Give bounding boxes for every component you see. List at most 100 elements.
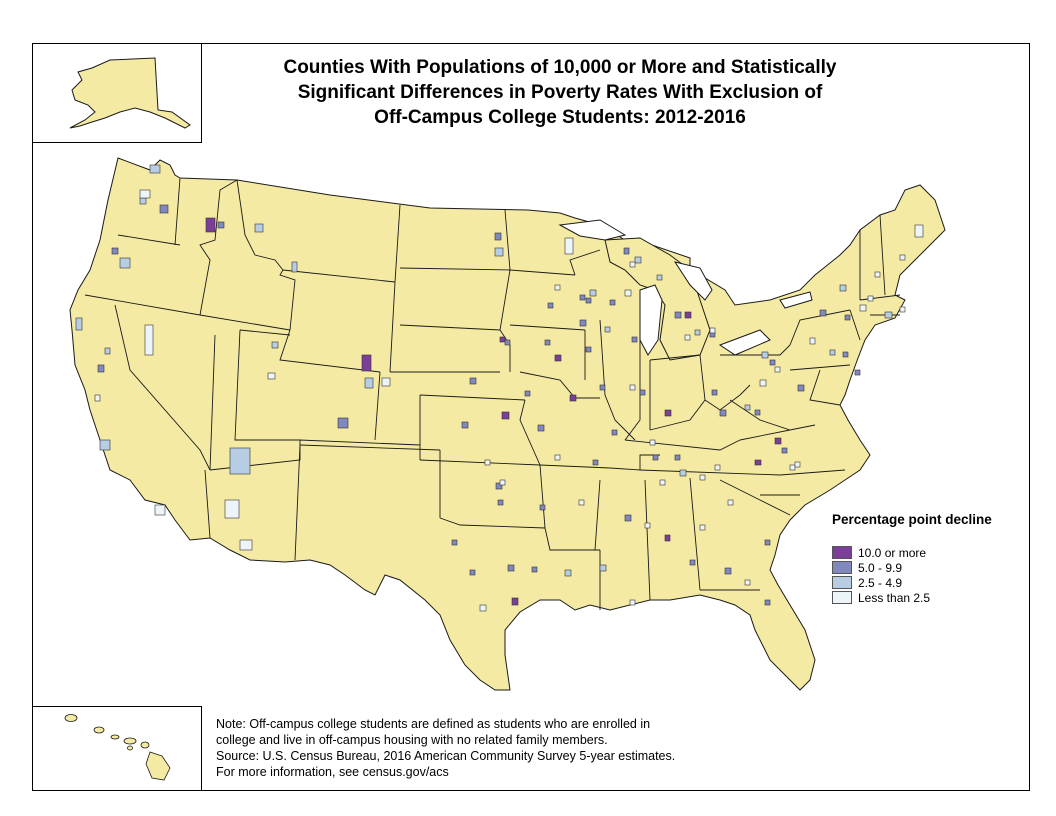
county-marker <box>499 336 506 343</box>
county-marker <box>714 464 721 471</box>
county-marker <box>139 197 147 205</box>
county-marker <box>699 524 706 531</box>
county-marker <box>629 261 636 268</box>
hawaii-islands <box>64 714 171 781</box>
county-marker <box>829 349 836 356</box>
county-marker <box>497 499 504 506</box>
county-marker <box>537 424 545 432</box>
county-marker <box>111 247 119 255</box>
note-line-1: Note: Off-campus college students are de… <box>216 717 651 731</box>
title-line-2: Significant Differences in Poverty Rates… <box>297 82 823 103</box>
county-marker <box>634 256 642 264</box>
county-marker <box>564 569 572 577</box>
county-marker <box>684 311 692 319</box>
county-marker <box>624 514 632 522</box>
county-marker <box>609 299 616 306</box>
county-marker <box>75 317 83 331</box>
county-marker <box>229 447 251 475</box>
county-marker <box>119 257 131 269</box>
county-marker <box>149 164 161 174</box>
county-marker <box>754 409 761 416</box>
county-marker <box>899 306 906 313</box>
county-marker <box>479 604 487 612</box>
legend-label: Less than 2.5 <box>858 590 931 605</box>
county-marker <box>554 354 562 362</box>
county-marker <box>914 224 924 238</box>
county-marker <box>469 569 476 576</box>
county-marker <box>154 504 166 516</box>
county-marker <box>585 297 592 304</box>
county-marker <box>217 221 225 229</box>
county-marker <box>159 204 169 214</box>
county-marker <box>664 534 671 542</box>
county-marker <box>689 559 696 566</box>
county-marker <box>484 459 491 466</box>
county-marker <box>337 417 349 429</box>
county-marker <box>719 409 727 417</box>
hawaii-inset <box>32 706 202 791</box>
county-marker <box>495 482 503 490</box>
county-marker <box>554 284 561 291</box>
county-marker <box>624 289 632 297</box>
county-marker <box>531 566 538 573</box>
county-marker <box>579 294 586 301</box>
county-marker <box>504 339 511 346</box>
notes: Note: Off-campus college students are de… <box>216 716 816 780</box>
county-marker <box>494 232 502 241</box>
county-marker <box>611 429 618 436</box>
legend-item-10-plus: 10.0 or more <box>832 545 1032 560</box>
legend-swatch <box>832 546 852 559</box>
legend: Percentage point decline 10.0 or more 5.… <box>832 512 1032 605</box>
county-marker <box>727 499 734 506</box>
county-marker <box>744 579 751 586</box>
county-marker <box>99 439 111 451</box>
county-marker <box>709 327 716 334</box>
county-marker <box>711 389 718 396</box>
legend-label: 10.0 or more <box>858 545 927 560</box>
county-marker <box>364 377 374 389</box>
state-borders <box>84 177 901 610</box>
map-title: Counties With Populations of 10,000 or M… <box>250 55 870 130</box>
county-marker <box>899 254 906 261</box>
county-marker <box>544 339 551 346</box>
legend-title: Percentage point decline <box>832 512 992 527</box>
county-marker <box>461 421 469 429</box>
county-marker <box>694 329 701 336</box>
title-line-3: Off-Campus College Students: 2012-2016 <box>374 107 746 128</box>
county-marker <box>659 479 666 486</box>
county-marker <box>139 189 151 199</box>
county-marker <box>652 454 659 461</box>
county-marker <box>604 326 611 333</box>
county-marker <box>874 271 881 278</box>
county-marker <box>578 499 585 506</box>
legend-item-2-5-to-4-9: 2.5 - 4.9 <box>832 575 1032 590</box>
county-marker <box>774 366 781 373</box>
county-marker <box>569 394 577 402</box>
map-frame <box>32 43 1030 791</box>
county-marker <box>511 597 519 606</box>
county-marker <box>224 499 240 519</box>
county-marker <box>629 384 636 391</box>
legend-swatch <box>832 561 852 574</box>
county-marker <box>451 539 458 546</box>
county-marker <box>639 389 646 396</box>
alaska-shape <box>69 57 191 129</box>
legend-item-5-to-9: 5.0 - 9.9 <box>832 560 1032 575</box>
county-marker <box>623 247 630 255</box>
county-marker <box>656 274 663 281</box>
legend-label: 5.0 - 9.9 <box>858 560 903 575</box>
county-marker <box>754 459 762 466</box>
county-marker <box>699 474 706 481</box>
county-marker <box>679 469 687 477</box>
county-marker <box>867 295 874 302</box>
county-marker <box>859 304 867 312</box>
title-line-1: Counties With Populations of 10,000 or M… <box>283 57 837 78</box>
county-marker <box>674 311 682 319</box>
county-marker <box>271 341 279 349</box>
county-marker <box>592 459 599 466</box>
county-marker <box>94 394 101 402</box>
county-marker <box>769 359 776 366</box>
county-marker <box>774 437 782 445</box>
county-marker <box>764 539 771 546</box>
county-marker <box>494 247 504 257</box>
